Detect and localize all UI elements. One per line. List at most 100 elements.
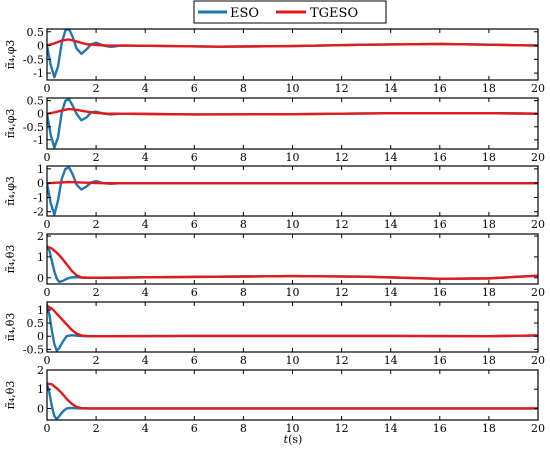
y-tick-label: -0.5	[23, 343, 44, 356]
x-tick-label: 6	[191, 82, 198, 95]
y-tick-label: -1	[33, 134, 44, 147]
x-axis-var: t	[284, 433, 289, 446]
plot-frame	[46, 97, 539, 150]
x-tick-label: 12	[335, 286, 349, 299]
series-line-eso	[47, 29, 538, 79]
x-tick-label: 12	[335, 354, 349, 367]
y-tick-label: -1	[33, 191, 44, 204]
x-tick-label: 18	[482, 151, 496, 164]
x-tick-label: 2	[93, 354, 100, 367]
x-tick-label: 20	[531, 151, 545, 164]
series-line-eso	[47, 303, 538, 352]
x-tick-label: 10	[286, 422, 300, 435]
x-tick-label: 14	[384, 354, 398, 367]
y-tick-label: -0.5	[23, 53, 44, 66]
x-tick-label: 4	[142, 218, 149, 231]
y-tick-label: 1	[37, 304, 44, 317]
x-tick-label: 8	[240, 354, 247, 367]
x-tick-label: 6	[191, 422, 198, 435]
x-tick-label: 18	[482, 218, 496, 231]
x-tick-label: 2	[93, 151, 100, 164]
y-tick-label: 0	[37, 40, 44, 53]
y-tick-label: 0.5	[27, 317, 45, 330]
plot-frame	[46, 165, 539, 217]
y-tick-label: 0	[37, 402, 44, 415]
x-tick-label: 8	[240, 151, 247, 164]
y-tick-label: -0.5	[23, 121, 44, 134]
series-line-tgeso	[47, 304, 538, 338]
x-tick-label: 10	[286, 218, 300, 231]
y-axis-title: π̃₄,φ3	[4, 176, 17, 206]
x-tick-label: 20	[531, 354, 545, 367]
y-tick-label: -2	[33, 206, 44, 219]
x-tick-label: 6	[191, 354, 198, 367]
x-tick-label: 4	[142, 422, 149, 435]
x-axis-label: t(s)	[284, 433, 303, 446]
x-tick-label: 0	[44, 218, 51, 231]
x-tick-label: 0	[44, 354, 51, 367]
x-tick-label: 18	[482, 82, 496, 95]
y-axis-title: π̃₄,θ3	[4, 381, 17, 410]
series-line-eso	[47, 382, 538, 420]
y-tick-label: 0	[37, 272, 44, 285]
x-tick-label: 14	[384, 218, 398, 231]
x-tick-label: 20	[531, 82, 545, 95]
x-tick-label: 2	[93, 422, 100, 435]
legend-label-eso: ESO	[230, 6, 259, 21]
legend-label-tgeso: TGESO	[310, 6, 358, 21]
x-axis-unit: (s)	[288, 433, 302, 446]
y-tick-label: 0.5	[27, 26, 45, 39]
y-tick-label: 1	[37, 163, 44, 176]
x-tick-label: 18	[482, 354, 496, 367]
legend: ESO TGESO	[193, 0, 387, 24]
x-tick-label: 6	[191, 151, 198, 164]
y-axis-title: π̃₄,φ3	[4, 109, 17, 139]
x-tick-label: 6	[191, 286, 198, 299]
y-tick-label: 2	[37, 364, 44, 377]
x-tick-label: 2	[93, 218, 100, 231]
x-tick-label: 8	[240, 218, 247, 231]
x-tick-label: 8	[240, 82, 247, 95]
x-tick-label: 2	[93, 286, 100, 299]
series-line-tgeso	[47, 245, 538, 280]
x-tick-label: 16	[433, 218, 447, 231]
x-tick-label: 10	[286, 286, 300, 299]
x-tick-label: 12	[335, 82, 349, 95]
x-tick-label: 0	[44, 82, 51, 95]
series-line-tgeso	[47, 180, 538, 185]
x-tick-label: 14	[384, 286, 398, 299]
x-tick-label: 20	[531, 422, 545, 435]
x-tick-label: 8	[240, 422, 247, 435]
plot-frame	[46, 301, 539, 353]
x-tick-label: 8	[240, 286, 247, 299]
x-axis-title: t(s)	[284, 433, 303, 446]
series-line-eso	[47, 166, 538, 216]
x-tick-label: 16	[433, 354, 447, 367]
x-tick-label: 4	[142, 82, 149, 95]
x-tick-label: 14	[384, 422, 398, 435]
x-tick-label: 12	[335, 218, 349, 231]
x-tick-label: 0	[44, 422, 51, 435]
series-line-tgeso	[47, 107, 538, 116]
x-tick-label: 10	[286, 354, 300, 367]
subplots: 0 2 4 6 8 10 12 14 16 18 20-1-0.500.5π̃₄,φ30 2 4 6 8 10…	[4, 26, 545, 435]
y-tick-label: -1	[33, 67, 44, 80]
y-axis-title: π̃₄,φ3	[4, 40, 17, 70]
x-tick-label: 0	[44, 151, 51, 164]
y-axis-title: π̃₄,θ3	[4, 245, 17, 274]
x-tick-label: 18	[482, 286, 496, 299]
x-tick-label: 10	[286, 82, 300, 95]
x-tick-label: 20	[531, 218, 545, 231]
y-tick-label: 1	[37, 383, 44, 396]
x-tick-label: 12	[335, 151, 349, 164]
plot-frame	[46, 369, 539, 421]
y-axis-title: π̃₄,θ3	[4, 313, 17, 342]
x-tick-label: 16	[433, 286, 447, 299]
x-tick-label: 14	[384, 151, 398, 164]
subplot-1: 0 2 4 6 8 10 12 14 16 18 20-1-0.500.5π̃₄,φ3	[4, 26, 545, 95]
y-tick-label: 0	[37, 330, 44, 343]
